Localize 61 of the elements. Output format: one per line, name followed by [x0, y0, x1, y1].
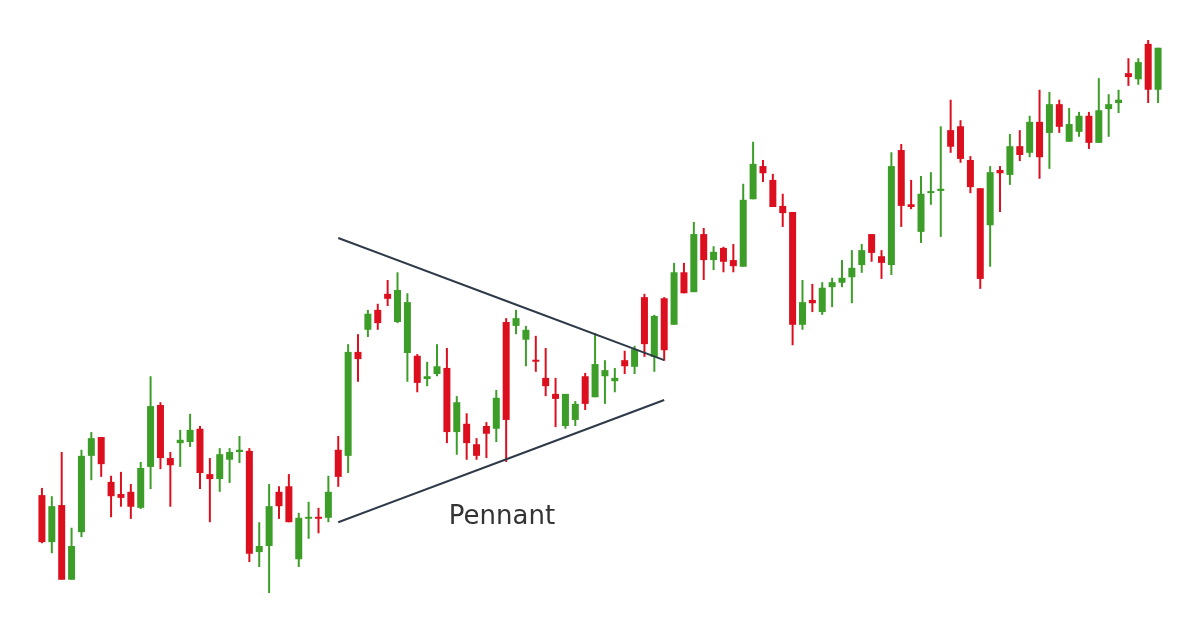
candlestick [384, 279, 392, 307]
candlestick [1124, 57, 1132, 87]
candlestick [423, 360, 431, 388]
candlestick [127, 483, 135, 520]
candlestick [1075, 110, 1083, 138]
candlestick [996, 165, 1004, 213]
candlestick [374, 302, 382, 331]
candlestick [759, 159, 767, 184]
candlestick [117, 470, 125, 508]
candlestick [226, 447, 234, 484]
candlestick [631, 344, 639, 376]
candlestick [552, 376, 560, 429]
candlestick [166, 450, 174, 508]
candlestick [206, 457, 214, 524]
candlestick [532, 334, 540, 373]
candlestick [235, 434, 243, 465]
candlestick [947, 98, 955, 154]
candlestick [482, 421, 490, 460]
candlestick [779, 192, 787, 228]
candlestick [107, 474, 115, 519]
candlestick [858, 243, 866, 274]
candlestick [838, 259, 846, 289]
candlestick [305, 500, 313, 540]
candlestick [275, 485, 283, 520]
candlestick [621, 349, 629, 376]
candlestick [729, 243, 737, 274]
annotation: Pennant [448, 499, 556, 530]
candlestick [1134, 57, 1142, 86]
candlestick [87, 431, 95, 482]
candlestick [542, 347, 550, 398]
candlestick [255, 521, 263, 569]
candlestick [907, 178, 915, 211]
candlestick [473, 437, 481, 461]
candlestick [868, 233, 876, 263]
candlestick [937, 125, 945, 238]
candlestick [1055, 98, 1063, 134]
candlestick [1115, 88, 1123, 114]
candlestick [601, 359, 609, 405]
candlestick [463, 412, 471, 461]
candlestick [710, 245, 718, 272]
candlestick [878, 249, 885, 280]
candlestick [354, 333, 362, 383]
candlestick [522, 324, 530, 368]
candlestick [364, 308, 372, 338]
candlestick [927, 171, 935, 206]
candlestick [433, 343, 441, 378]
candlestick [1016, 129, 1024, 163]
candlestick [719, 245, 727, 274]
candlestick [828, 276, 836, 309]
candlestick [1065, 107, 1073, 143]
candlestick [176, 428, 184, 468]
candlestick [571, 400, 579, 427]
candlestick [611, 366, 619, 394]
candlestick [1105, 93, 1113, 138]
candlestick [512, 308, 520, 336]
candlestick [680, 261, 688, 295]
candlestick [798, 279, 806, 331]
candlestick [848, 249, 856, 305]
candlestick [808, 282, 816, 314]
candlestick [186, 412, 194, 449]
candlestick [315, 506, 322, 535]
